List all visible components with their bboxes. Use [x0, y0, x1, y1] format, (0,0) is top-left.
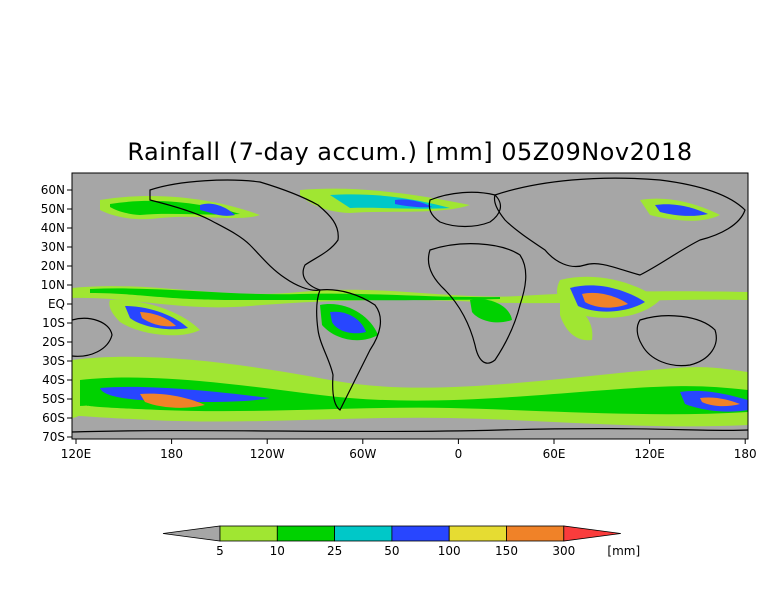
lat-tick-label: 40S: [42, 373, 65, 387]
lat-tick-label: 60S: [42, 411, 65, 425]
legend-color-box: [334, 525, 393, 542]
latitude-axis: 60N 50N 40N 30N 20N 10N EQ 10S 20S 30S 40S 50S 60S 70…: [41, 183, 72, 444]
lat-tick-label: 40N: [41, 221, 65, 235]
legend-threshold-label: 300: [552, 544, 575, 558]
legend-color-box: [391, 525, 450, 542]
lat-tick-label: 30N: [41, 240, 65, 254]
lat-tick-label: 50S: [42, 392, 65, 406]
coastlines: [72, 177, 748, 433]
lat-tick-label: 30S: [42, 354, 65, 368]
lon-tick-label: 120E: [61, 447, 92, 461]
legend-color-box: [506, 525, 565, 542]
lat-tick-label: 20N: [41, 259, 65, 273]
legend-above-triangle: [563, 525, 621, 542]
lat-tick-label: EQ: [48, 297, 65, 311]
lon-tick-label: 60W: [349, 447, 376, 461]
map-frame: [71, 172, 749, 440]
legend-color-box: [276, 525, 335, 542]
lon-tick-label: 0: [455, 447, 463, 461]
lat-tick-label: 60N: [41, 183, 65, 197]
lon-tick-label: 120W: [250, 447, 285, 461]
legend-threshold-label: 5: [216, 544, 224, 558]
lon-tick-label: 180: [734, 447, 757, 461]
lat-tick-label: 10N: [41, 278, 65, 292]
lat-tick-label: 10S: [42, 316, 65, 330]
legend-threshold-label: 150: [495, 544, 518, 558]
legend-color-box: [448, 525, 507, 542]
lon-tick-label: 180: [160, 447, 183, 461]
legend-color-box: [219, 525, 278, 542]
legend-below-triangle: [162, 525, 221, 542]
longitude-axis: 120E 180 120W 60W 0 60E 120E 180: [61, 439, 757, 461]
legend-threshold-label: 25: [327, 544, 342, 558]
legend-unit-label: [mm]: [607, 544, 640, 558]
rain-layer: [72, 188, 748, 427]
lat-tick-label: 50N: [41, 202, 65, 216]
color-legend: 5 10 25 50 100 150 300 [mm]: [162, 525, 640, 558]
legend-threshold-label: 50: [384, 544, 399, 558]
lon-tick-label: 120E: [634, 447, 665, 461]
legend-threshold-label: 10: [270, 544, 285, 558]
lat-tick-label: 20S: [42, 335, 65, 349]
map-title: Rainfall (7-day accum.) [mm] 05Z09Nov201…: [127, 138, 693, 166]
lon-tick-label: 60E: [543, 447, 566, 461]
legend-threshold-label: 100: [438, 544, 461, 558]
lat-tick-label: 70S: [42, 430, 65, 444]
